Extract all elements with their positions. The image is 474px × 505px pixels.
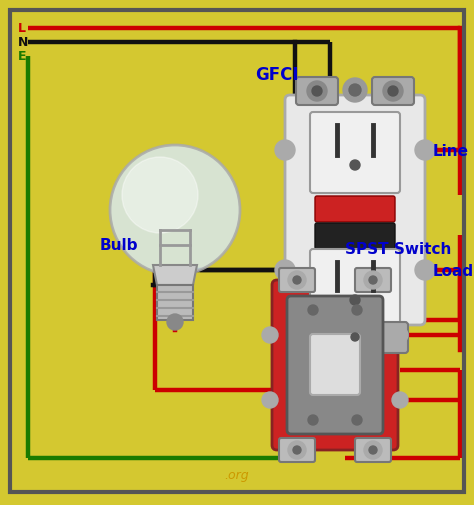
FancyBboxPatch shape <box>315 196 395 222</box>
FancyBboxPatch shape <box>315 223 395 249</box>
Circle shape <box>352 415 362 425</box>
Circle shape <box>262 327 278 343</box>
FancyBboxPatch shape <box>310 249 400 325</box>
FancyBboxPatch shape <box>287 296 383 434</box>
Circle shape <box>347 329 363 345</box>
Circle shape <box>288 271 306 289</box>
FancyBboxPatch shape <box>157 285 193 320</box>
FancyBboxPatch shape <box>310 112 400 193</box>
Text: .org: .org <box>225 470 249 482</box>
Circle shape <box>415 140 435 160</box>
FancyBboxPatch shape <box>285 95 425 325</box>
Text: L: L <box>18 22 26 34</box>
FancyBboxPatch shape <box>302 322 408 353</box>
Circle shape <box>262 392 278 408</box>
Circle shape <box>308 305 318 315</box>
Circle shape <box>383 81 403 101</box>
Text: E: E <box>18 49 27 63</box>
Text: SPST Switch: SPST Switch <box>345 242 451 258</box>
FancyBboxPatch shape <box>310 334 360 395</box>
Circle shape <box>293 276 301 284</box>
Text: Line: Line <box>433 144 469 160</box>
Circle shape <box>350 160 360 170</box>
FancyBboxPatch shape <box>272 280 398 450</box>
FancyBboxPatch shape <box>355 438 391 462</box>
Circle shape <box>349 84 361 96</box>
Text: Load: Load <box>433 265 474 279</box>
Circle shape <box>110 145 240 275</box>
Circle shape <box>307 81 327 101</box>
Circle shape <box>364 271 382 289</box>
FancyBboxPatch shape <box>279 438 315 462</box>
Circle shape <box>388 86 398 96</box>
Circle shape <box>350 295 360 305</box>
Circle shape <box>122 157 198 233</box>
Circle shape <box>352 305 362 315</box>
FancyBboxPatch shape <box>355 268 391 292</box>
FancyBboxPatch shape <box>296 77 338 105</box>
Text: N: N <box>18 35 28 48</box>
Circle shape <box>275 260 295 280</box>
Circle shape <box>369 446 377 454</box>
Circle shape <box>351 333 359 341</box>
Circle shape <box>293 446 301 454</box>
Text: Bulb: Bulb <box>100 237 138 252</box>
Circle shape <box>415 260 435 280</box>
Circle shape <box>288 441 306 459</box>
Circle shape <box>369 276 377 284</box>
Circle shape <box>343 78 367 102</box>
Circle shape <box>312 86 322 96</box>
Circle shape <box>308 415 318 425</box>
FancyBboxPatch shape <box>279 268 315 292</box>
FancyBboxPatch shape <box>372 77 414 105</box>
Polygon shape <box>153 265 197 285</box>
Text: GFCI: GFCI <box>255 66 299 84</box>
Circle shape <box>364 441 382 459</box>
Circle shape <box>392 392 408 408</box>
Circle shape <box>167 314 183 330</box>
Circle shape <box>275 140 295 160</box>
Circle shape <box>392 327 408 343</box>
